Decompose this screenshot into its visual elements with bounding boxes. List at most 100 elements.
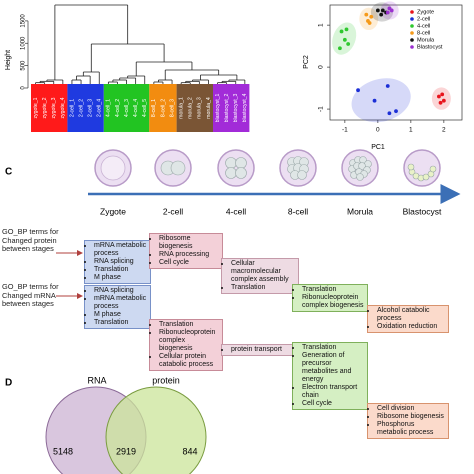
embryo-cell — [297, 170, 307, 180]
y-tick-label: 500 — [21, 60, 27, 71]
go-box: TranslationRibonucleoprotein complex bio… — [149, 319, 223, 371]
point — [440, 92, 445, 97]
leaf-label: zygote_1 — [33, 97, 39, 118]
leaf-label: 8-cell_2 — [160, 99, 166, 117]
point — [437, 94, 441, 99]
point — [387, 111, 392, 116]
go-term-list: protein transport — [224, 346, 294, 354]
leaf-label: 8-cell_3 — [169, 99, 175, 117]
point — [441, 98, 446, 103]
cluster-ellipse — [431, 87, 451, 110]
leaf-label: 4-cell_3 — [124, 99, 130, 117]
venn-count: 844 — [182, 446, 197, 456]
go-term: Ribosome biogenesis — [159, 235, 220, 251]
point — [380, 8, 385, 13]
go-term: Cellular macromolecular complex assembly — [231, 260, 296, 284]
y-tick-label: 1500 — [21, 14, 27, 28]
go-term: Generation of precursor metabolites and … — [302, 352, 365, 384]
x-tick-label: 1 — [409, 127, 413, 134]
point — [438, 100, 443, 105]
leaf-label: 8-cell_1 — [151, 99, 157, 117]
leaf-label: 4-cell_2 — [115, 99, 121, 117]
point — [385, 84, 390, 88]
go-box: Alcohol catabolic processOxidation reduc… — [367, 305, 449, 333]
go-term: RNA splicing — [94, 287, 148, 295]
legend-swatch — [410, 45, 414, 49]
leaf-block — [176, 84, 213, 132]
leaf-label: blastocyst_4 — [242, 93, 248, 122]
go-term: M phase — [94, 274, 148, 282]
cluster-ellipse — [380, 1, 399, 20]
leaf-block — [213, 84, 250, 132]
go-box: Cell divisionRibosome biogenesisPhosphor… — [367, 403, 449, 439]
point — [394, 109, 398, 114]
go-term-list: Alcohol catabolic processOxidation reduc… — [370, 307, 446, 331]
go-term: Ribosome biogenesis — [377, 413, 446, 421]
stage-label: Zygote — [100, 206, 126, 216]
scatter-frame — [329, 4, 463, 121]
leaf-label: zygote_4 — [60, 97, 66, 118]
go-box: protein transport — [221, 344, 297, 356]
embryo-cell — [235, 167, 247, 179]
leaf-label: blastocyst_2 — [224, 93, 230, 122]
go-term: Cell division — [377, 405, 446, 413]
go-term: Translation — [302, 344, 365, 352]
point — [375, 8, 380, 13]
go-term: Cell cycle — [159, 259, 220, 267]
legend-label: 8-cell — [417, 30, 430, 36]
point — [338, 46, 342, 51]
embryo-cell — [170, 160, 186, 176]
legend-label: Morula — [417, 37, 435, 43]
go-term-list: Ribosome biogenesisRNA processingCell cy… — [152, 235, 220, 267]
panel-label: C — [5, 167, 12, 178]
go-term-list: Cellular macromolecular complex assembly… — [224, 260, 296, 292]
venn-set-label: protein — [152, 375, 180, 385]
x-tick-label: 0 — [376, 127, 380, 134]
embryo-cell — [225, 157, 237, 169]
go-term: mRNA metabolic process — [94, 295, 148, 311]
leaf-label: 4-cell_5 — [142, 99, 148, 117]
legend-label: Blastocyst — [417, 44, 443, 50]
go-box: RNA splicingmRNA metabolic processM phas… — [84, 285, 151, 329]
go-term: Ribonucleoprotein complex biogenesis — [302, 294, 365, 310]
go-term: Electron transport chain — [302, 384, 365, 400]
point — [372, 98, 377, 103]
leaf-label: zygote_3 — [51, 97, 57, 118]
go-term: Cell cycle — [302, 400, 365, 408]
legend-swatch — [410, 31, 414, 35]
point — [389, 8, 394, 13]
y-tick-label: 1000 — [21, 36, 27, 50]
embryo-cell — [422, 173, 430, 181]
scatter-y-label: PC2 — [303, 55, 310, 69]
y-tick-label: 0 — [21, 86, 27, 90]
leaf-label: morula_3 — [197, 97, 203, 119]
point — [346, 42, 351, 46]
point — [339, 29, 344, 34]
go-term: Translation — [302, 286, 365, 294]
legend-swatch — [410, 38, 414, 42]
leaf-label: 4-cell_1 — [106, 99, 112, 117]
go-term: Translation — [159, 321, 220, 329]
point — [364, 12, 369, 17]
leaf-label: 2-cell_3 — [88, 99, 94, 117]
venn-count: 2919 — [116, 446, 136, 456]
stage-label: 4-cell — [226, 206, 246, 216]
point — [356, 88, 360, 93]
leaf-label: morula_1 — [179, 97, 185, 119]
go-box: mRNA metabolic processRNA splicingTransl… — [84, 240, 151, 284]
legend-swatch — [410, 10, 414, 14]
stage-label: Morula — [347, 206, 373, 216]
embryo-cell — [100, 155, 126, 181]
embryo-cell — [358, 162, 366, 170]
venn-protein — [105, 386, 207, 474]
leaf-label: blastocyst_3 — [233, 93, 239, 122]
go-term: Cellular protein catabolic process — [159, 353, 220, 369]
point — [385, 10, 390, 15]
go-term-list: TranslationRibonucleoprotein complex bio… — [152, 321, 220, 369]
x-tick-label: -1 — [342, 127, 348, 134]
go-term: Translation — [231, 284, 296, 292]
venn-set-label: RNA — [87, 375, 106, 385]
go-term: Translation — [94, 266, 148, 274]
